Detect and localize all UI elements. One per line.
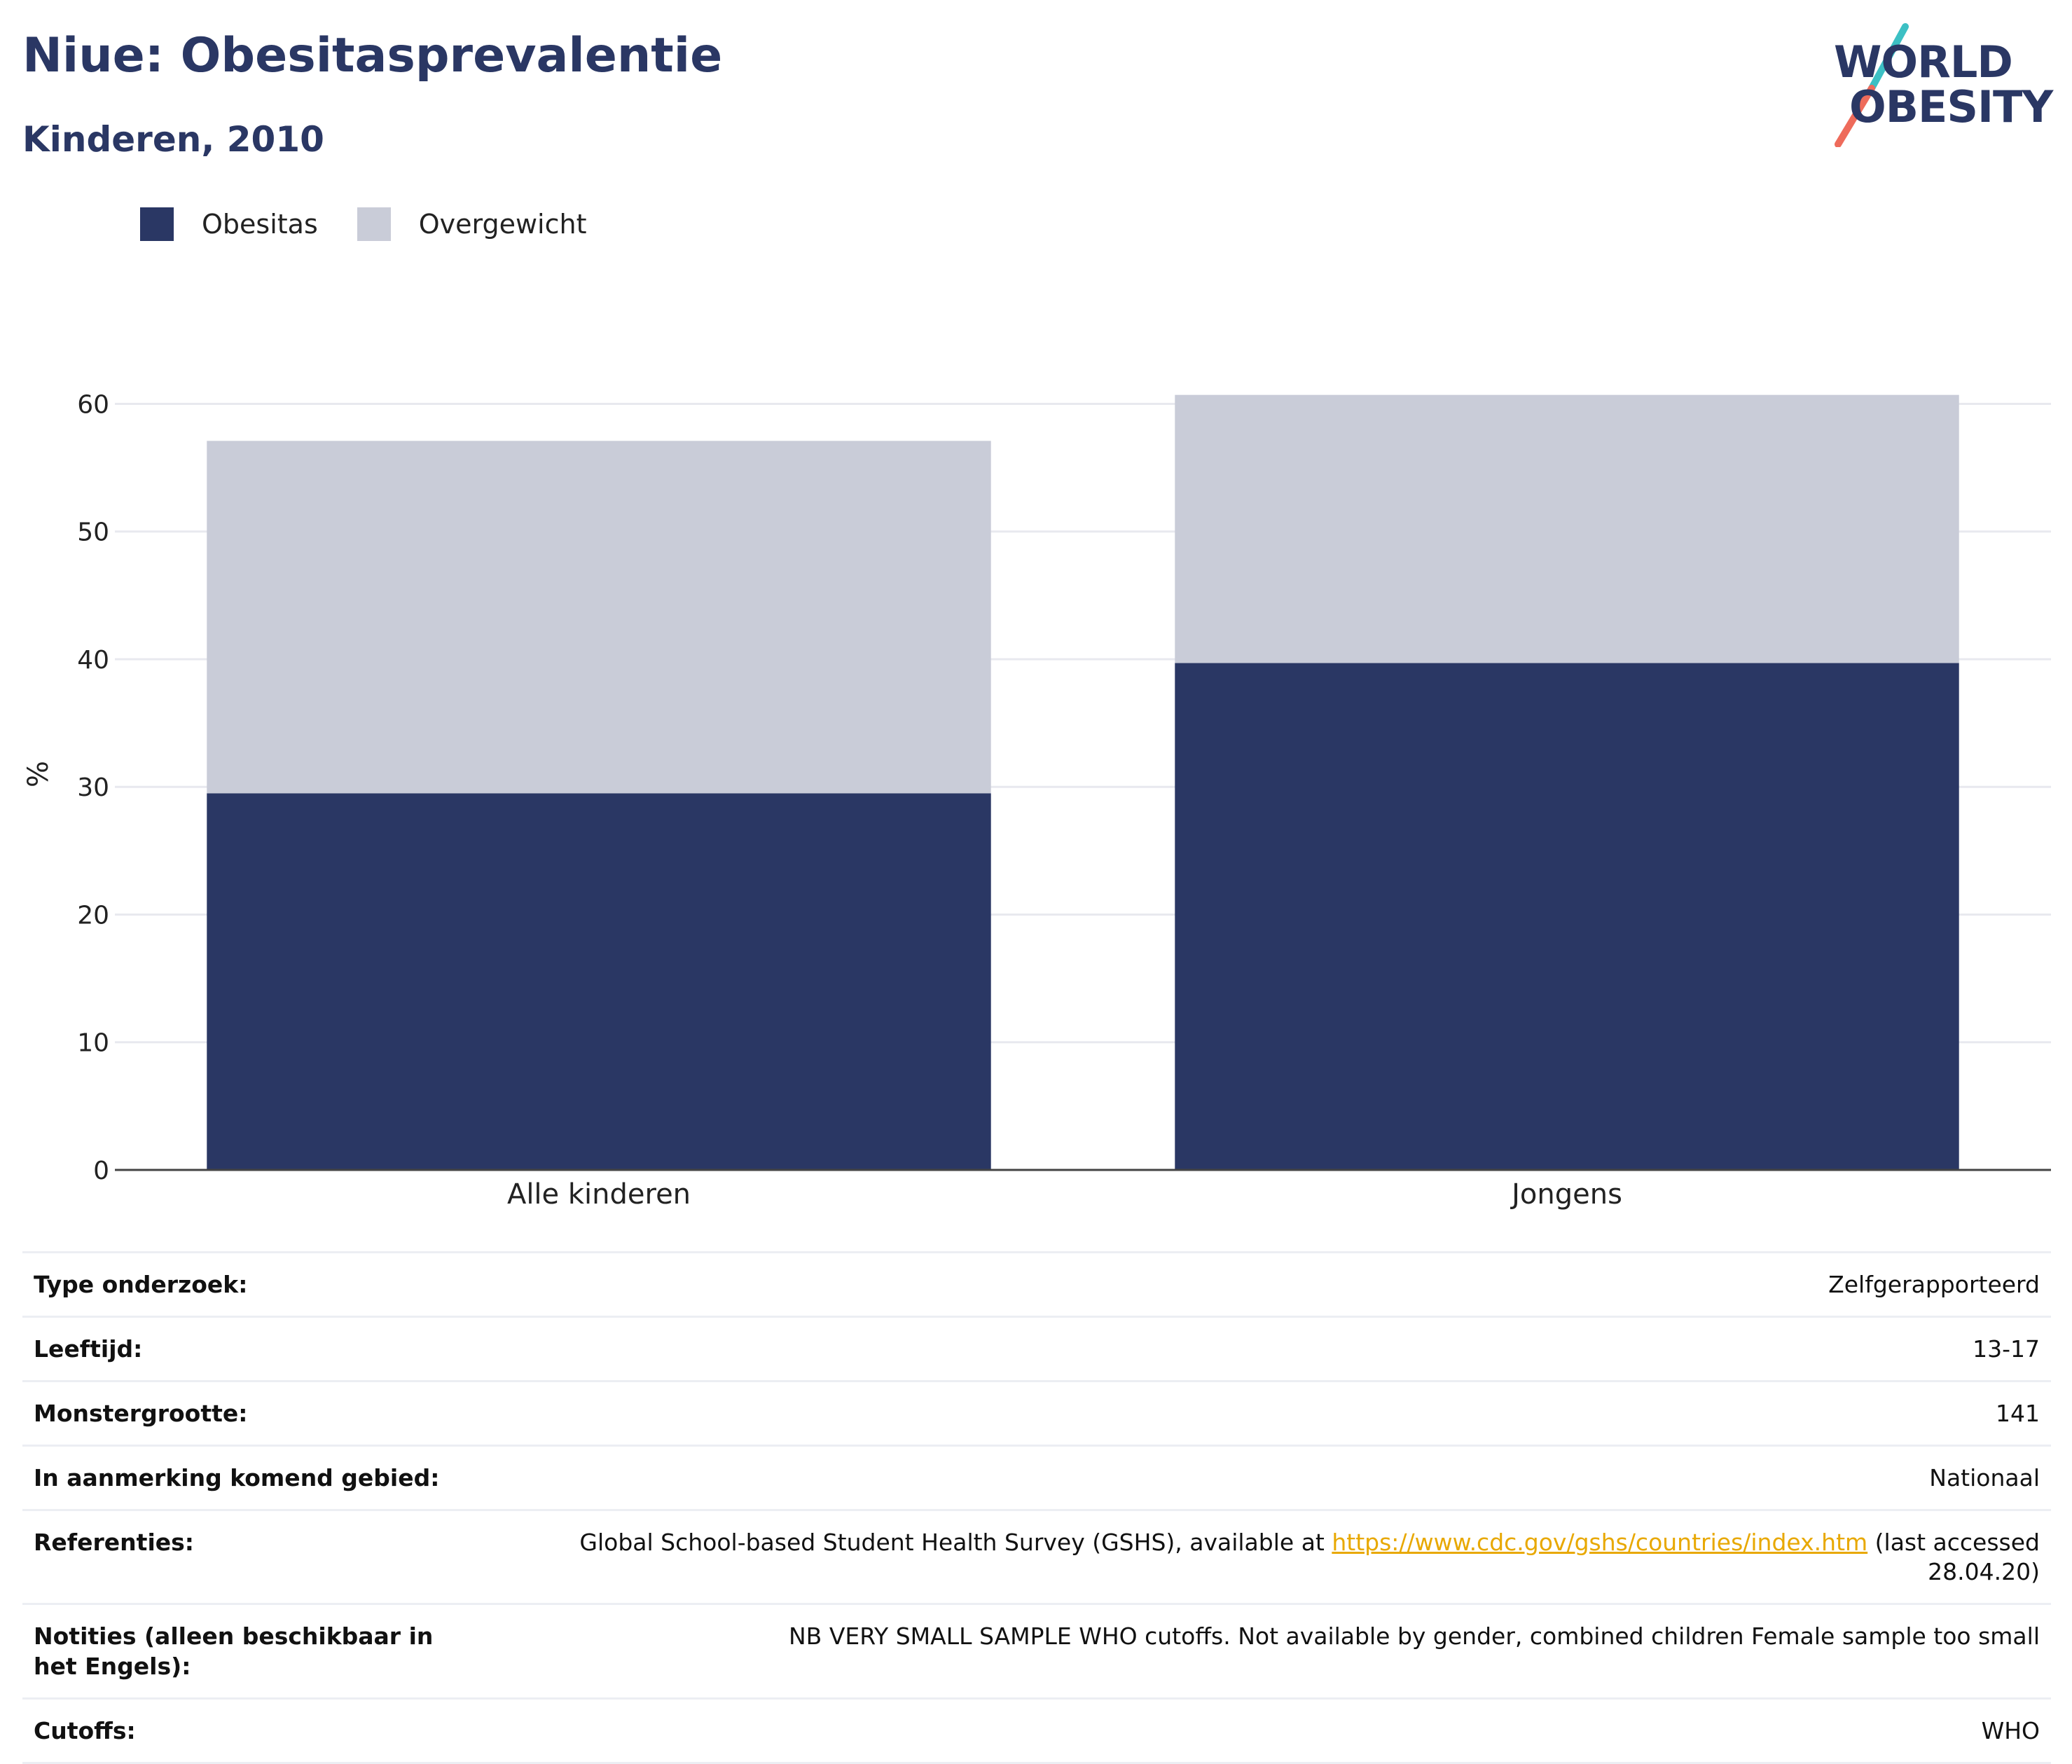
table-row: Type onderzoek: Zelfgerapporteerd bbox=[22, 1252, 2051, 1317]
legend-swatch-overgewicht bbox=[357, 207, 391, 241]
page-subtitle: Kinderen, 2010 bbox=[22, 119, 324, 160]
row-key: In aanmerking komend gebied: bbox=[34, 1463, 440, 1491]
logo-line-2: OBESITY bbox=[1849, 81, 2053, 132]
y-tick-label: 40 bbox=[77, 646, 109, 675]
page-title: Niue: Obesitasprevalentie bbox=[22, 28, 723, 83]
table-row: In aanmerking komend gebied: Nationaal bbox=[22, 1445, 2051, 1510]
logo-line-1: WORLD bbox=[1834, 36, 2013, 88]
row-value: WHO bbox=[1981, 1717, 2040, 1745]
row-key: Referenties: bbox=[34, 1528, 194, 1556]
row-key: Type onderzoek: bbox=[34, 1271, 248, 1298]
row-value: NB VERY SMALL SAMPLE WHO cutoffs. Not av… bbox=[789, 1622, 2040, 1651]
row-value: 13-17 bbox=[1973, 1335, 2040, 1363]
row-value: 141 bbox=[1996, 1399, 2040, 1427]
reference-text: Global School-based Student Health Surve… bbox=[579, 1528, 1332, 1556]
row-key: Notities (alleen beschikbaar in het Enge… bbox=[34, 1622, 434, 1681]
logo-slash-icon bbox=[1835, 23, 1909, 147]
bar-obesitas-0 bbox=[207, 793, 991, 1170]
row-value: Global School-based Student Health Surve… bbox=[479, 1510, 2051, 1604]
bar-overgewicht-0 bbox=[207, 441, 991, 794]
chart-legend: Obesitas Overgewicht bbox=[140, 207, 626, 241]
y-tick-label: 50 bbox=[77, 518, 109, 547]
legend-label-obesitas: Obesitas bbox=[202, 209, 318, 240]
survey-details-table: Type onderzoek: Zelfgerapporteerd Leefti… bbox=[22, 1251, 2051, 1764]
world-obesity-logo: WORLD OBESITY bbox=[1821, 21, 2059, 147]
y-tick-label: 30 bbox=[77, 773, 109, 802]
axes: 0 10 20 30 40 50 60% Alle kinderen Jongens bbox=[22, 390, 2051, 1211]
table-row: Notities (alleen beschikbaar in het Enge… bbox=[22, 1604, 2051, 1699]
y-tick-label: 10 bbox=[77, 1029, 109, 1058]
x-category-label: Alle kinderen bbox=[507, 1178, 691, 1211]
legend-item-overgewicht[interactable]: Overgewicht bbox=[357, 207, 587, 241]
table-row: Leeftijd: 13-17 bbox=[22, 1316, 2051, 1381]
bar-obesitas-1 bbox=[1175, 663, 1959, 1170]
y-tick-label: 20 bbox=[77, 901, 109, 930]
stacked-bar-chart: 0 10 20 30 40 50 60% Alle kinderen Jongens bbox=[22, 390, 2051, 1211]
y-tick-label: 60 bbox=[77, 390, 109, 419]
table-row: Referenties: Global School-based Student… bbox=[22, 1510, 2051, 1604]
bar-overgewicht-1 bbox=[1175, 394, 1959, 663]
table-row: Monstergrootte: 141 bbox=[22, 1381, 2051, 1445]
row-key: Cutoffs: bbox=[34, 1717, 136, 1745]
y-axis-title: % bbox=[22, 761, 55, 787]
legend-label-overgewicht: Overgewicht bbox=[418, 209, 587, 240]
row-key: Monstergrootte: bbox=[34, 1399, 248, 1427]
reference-suffix: (last accessed 28.04.20) bbox=[1867, 1528, 2040, 1586]
row-key: Leeftijd: bbox=[34, 1335, 143, 1363]
row-value: Zelfgerapporteerd bbox=[1828, 1271, 2040, 1298]
y-tick-label: 0 bbox=[93, 1157, 109, 1185]
legend-item-obesitas[interactable]: Obesitas bbox=[140, 207, 318, 241]
row-value: Nationaal bbox=[1929, 1463, 2040, 1491]
reference-link[interactable]: https://www.cdc.gov/gshs/countries/index… bbox=[1332, 1528, 1868, 1556]
bars bbox=[207, 394, 1959, 1170]
legend-swatch-obesitas bbox=[140, 207, 174, 241]
x-category-label: Jongens bbox=[1510, 1178, 1622, 1211]
